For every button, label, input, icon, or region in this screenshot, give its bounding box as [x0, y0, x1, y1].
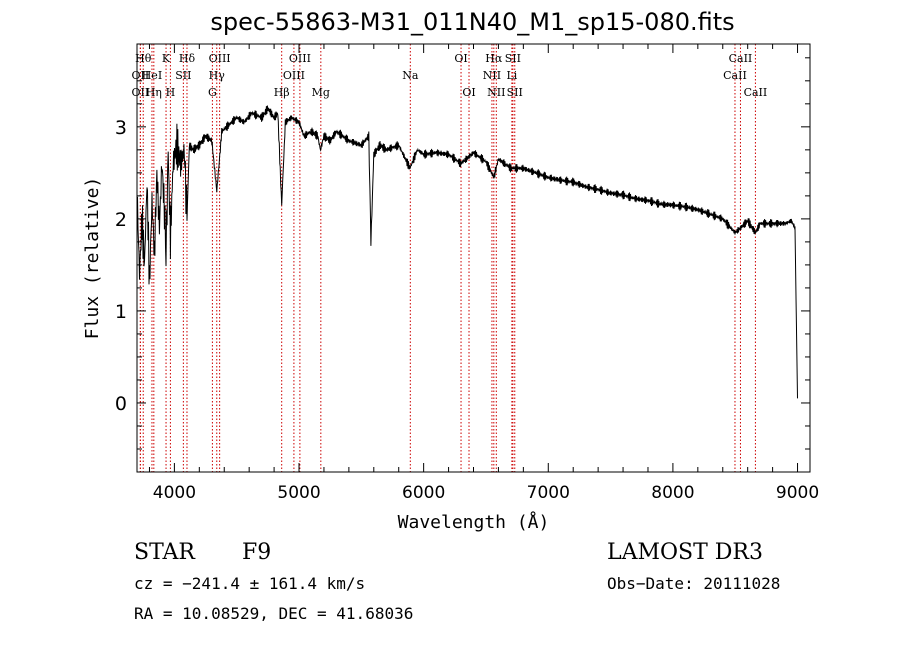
line-label-mg: Mg: [312, 86, 330, 99]
line-label-hβ: Hβ: [274, 86, 290, 99]
spectrum-line: [136, 105, 798, 399]
y-tick-label: 3: [115, 117, 127, 139]
line-label-sii: SII: [507, 86, 523, 99]
y-tick-label: 2: [115, 209, 127, 231]
x-tick-label: 7000: [527, 483, 570, 503]
line-label-hθ: Hθ: [135, 52, 152, 65]
line-label-oii: OII: [132, 86, 150, 99]
line-label-oi: OI: [454, 52, 467, 65]
line-label-oiii: OIII: [209, 52, 231, 65]
obs-date-text: Obs−Date: 20111028: [607, 574, 781, 593]
x-tick-label: 4000: [153, 483, 196, 503]
line-label-nii: NII: [487, 86, 505, 99]
line-label-oiii: OIII: [289, 52, 311, 65]
x-tick-label: 9000: [776, 483, 819, 503]
line-label-oii: OII: [132, 69, 150, 82]
redshift-text: cz = −241.4 ± 161.4 km/s: [134, 574, 366, 593]
x-tick-label: 6000: [402, 483, 445, 503]
line-label-h: H: [166, 86, 176, 99]
line-label-hδ: Hδ: [179, 52, 196, 65]
line-label-sii: SII: [175, 69, 191, 82]
line-label-oi: OI: [462, 86, 475, 99]
line-label-hγ: Hγ: [209, 69, 226, 82]
line-label-caii: CaII: [729, 52, 753, 65]
coordinates-text: RA = 10.08529, DEC = 41.68036: [134, 604, 414, 623]
line-label-hα: Hα: [485, 52, 503, 65]
chart-title: spec-55863-M31_011N40_M1_sp15-080.fits: [210, 8, 735, 36]
line-label-nii: NII: [483, 69, 501, 82]
line-label-g: G: [208, 86, 217, 99]
subclass: F9: [242, 540, 272, 565]
line-label-hη: Hη: [146, 86, 162, 99]
object-class: STAR: [134, 540, 195, 565]
x-tick-label: 5000: [277, 483, 320, 503]
line-label-k: K: [162, 52, 171, 65]
line-label-na: Na: [402, 69, 419, 82]
y-tick-label: 0: [115, 393, 127, 415]
line-label-li: Li: [506, 69, 517, 82]
survey-name: LAMOST DR3: [607, 540, 763, 565]
line-label-caii: CaII: [744, 86, 768, 99]
y-tick-label: 1: [115, 301, 127, 323]
plot-frame: [136, 43, 811, 473]
spectral-line-markers: [139, 44, 756, 472]
y-axis-label: Flux (relative): [82, 177, 103, 340]
axis-ticks: 4000 5000 6000 7000 8000 9000 0 1 2 3: [115, 44, 819, 503]
line-label-caii: CaII: [723, 69, 747, 82]
x-tick-label: 8000: [651, 483, 694, 503]
line-label-hei: HeI: [142, 69, 162, 82]
line-label-sii: SII: [505, 52, 521, 65]
x-axis-label: Wavelength (Å): [398, 511, 550, 533]
line-label-oiii: OIII: [283, 69, 305, 82]
